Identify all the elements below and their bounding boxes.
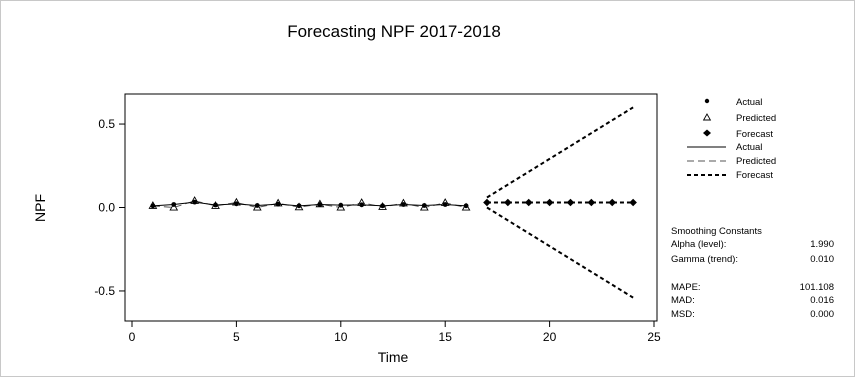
x-tick-label: 10 [334, 330, 348, 344]
accuracy-label: MAPE: [671, 282, 701, 293]
actual-point [254, 203, 260, 208]
actual-point [421, 203, 427, 208]
actual-point [192, 199, 198, 205]
forecast-upper-bound [486, 106, 634, 199]
forecast-point [587, 198, 596, 207]
actual-point [380, 203, 385, 209]
plot-area [124, 93, 658, 322]
x-axis: 0 5 10 15 20 25 [129, 321, 661, 344]
forecast-point [629, 198, 637, 207]
stat-value: 1.990 [810, 239, 834, 250]
actual-point [317, 202, 323, 207]
x-tick-label: 25 [647, 330, 661, 344]
forecast-point [483, 198, 491, 207]
forecast-lower-bound [486, 206, 634, 299]
forecast-point [545, 198, 554, 207]
actual-point [463, 203, 469, 209]
accuracy-label: MAD: [671, 295, 695, 306]
x-tick-label: 20 [543, 330, 557, 344]
actual-point [275, 201, 281, 207]
plot-marks [148, 106, 637, 299]
actual-point [401, 202, 406, 207]
forecast-point [524, 198, 533, 207]
x-tick-label: 5 [233, 330, 240, 344]
legend-actual-symbol [704, 98, 710, 104]
legend-symbol-label: Predicted [736, 113, 776, 124]
forecast-point [608, 198, 617, 207]
y-axis: -0.5 0.0 0.5 [94, 117, 125, 298]
forecast-point [504, 198, 512, 207]
legend: Actual Predicted Forecast Actual Predicted Fo… [687, 97, 776, 181]
y-tick-label: 0.0 [98, 201, 115, 215]
smoothing-constants-heading: Smoothing Constants [671, 226, 762, 237]
actual-point [213, 202, 218, 208]
legend-symbol-label: Actual [736, 97, 762, 108]
actual-point [150, 203, 156, 209]
accuracy-value: 0.000 [810, 309, 834, 320]
predicted-point [169, 202, 179, 211]
x-tick-label: 0 [129, 330, 136, 344]
y-tick-label: 0.5 [98, 117, 115, 131]
x-tick-label: 15 [439, 330, 453, 344]
x-axis-label: Time [378, 349, 409, 365]
actual-point [338, 202, 344, 208]
legend-line-label: Forecast [736, 170, 773, 181]
actual-point [171, 202, 177, 207]
legend-line-label: Actual [736, 142, 762, 153]
legend-predicted-symbol [702, 113, 712, 121]
stat-value: 0.010 [810, 254, 834, 265]
y-axis-label: NPF [32, 194, 48, 222]
accuracy-value: 0.016 [810, 295, 834, 306]
predicted-line [152, 200, 467, 209]
actual-point [359, 202, 365, 208]
chart-title: Forecasting NPF 2017-2018 [287, 22, 501, 41]
actual-point [442, 202, 448, 207]
accuracy-value: 101.108 [800, 282, 834, 293]
legend-forecast-symbol [703, 129, 711, 137]
legend-line-label: Predicted [736, 156, 776, 167]
accuracy-label: MSD: [671, 309, 695, 320]
legend-symbol-label: Forecast [736, 129, 773, 140]
stats-panel: Smoothing Constants Alpha (level): 1.990 Ga… [671, 226, 834, 320]
y-tick-label: -0.5 [94, 284, 115, 298]
actual-point [234, 201, 239, 207]
actual-point [296, 203, 302, 209]
actual-line [152, 201, 467, 207]
forecast-point [566, 198, 575, 207]
stat-label: Alpha (level): [671, 239, 726, 250]
stat-label: Gamma (trend): [671, 254, 738, 265]
